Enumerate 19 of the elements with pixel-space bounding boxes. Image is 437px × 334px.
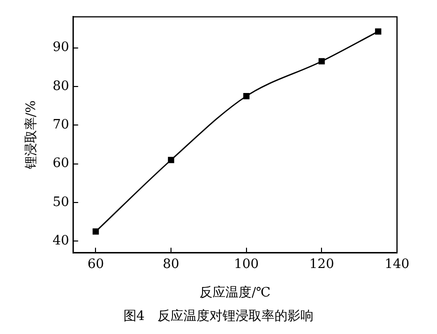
y-tick-label: 70 xyxy=(52,118,70,133)
point xyxy=(168,156,174,164)
y-tick-label: 60 xyxy=(52,156,70,172)
x-tick-label: 120 xyxy=(309,256,334,272)
point xyxy=(318,58,325,64)
y-tick-label: 50 xyxy=(52,194,70,210)
caption: 图4 反应温度对锂浸取率的影响 xyxy=(122,308,315,325)
x-tick-label: 60 xyxy=(87,256,104,272)
point xyxy=(243,92,250,100)
point xyxy=(92,228,99,235)
y-tick-label: 90 xyxy=(52,40,70,56)
x-tick-label: 80 xyxy=(162,256,180,272)
y-tick-label: 40 xyxy=(52,234,70,249)
point xyxy=(375,28,382,35)
x-tick-label: 100 xyxy=(234,256,259,272)
x-tick-label: 140 xyxy=(384,256,410,272)
y-tick-label: 80 xyxy=(52,78,70,94)
x-axis-title: 反应温度/℃ xyxy=(200,284,271,301)
y-axis-title: 锂浸取率/% xyxy=(23,100,40,170)
